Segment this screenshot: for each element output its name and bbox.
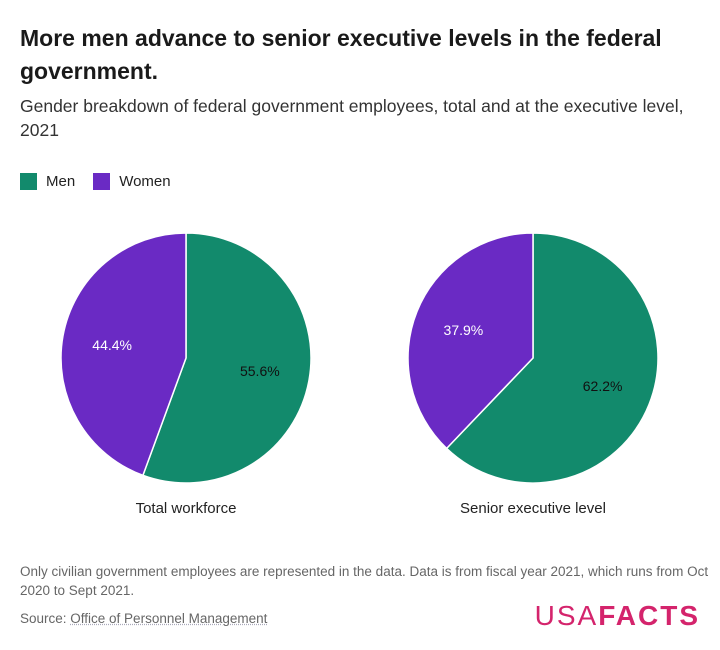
legend-item-men: Men [20, 173, 75, 190]
legend: Men Women [20, 173, 171, 190]
chart-subtitle: Gender breakdown of federal government e… [20, 96, 684, 140]
data-label-men: 55.6% [240, 363, 280, 379]
pie-slice-women [407, 232, 534, 450]
pie-slice-men [445, 232, 659, 484]
pie-slice-men [141, 232, 312, 484]
legend-swatch-men [20, 173, 37, 190]
legend-item-women: Women [93, 173, 171, 190]
source: Source: Office of Personnel Management [20, 611, 267, 626]
legend-label: Men [46, 173, 76, 190]
pie-slice-women [60, 232, 187, 477]
legend-swatch-women [93, 173, 111, 190]
logo-usa: USA [534, 600, 599, 631]
footnote: Only civilian government employees are r… [20, 564, 709, 598]
chart-title: More men advance to senior executive lev… [20, 25, 662, 84]
pie-label-total: Total workforce [135, 500, 237, 517]
logo-facts: FACTS [598, 600, 700, 631]
data-label-women: 37.9% [444, 322, 484, 338]
source-prefix: Source: [20, 611, 71, 626]
pie-label-senior: Senior executive level [460, 500, 606, 517]
usafacts-logo: USAFACTS [535, 600, 700, 632]
source-link[interactable]: Office of Personnel Management [70, 611, 268, 626]
data-label-men: 62.2% [583, 378, 623, 394]
data-label-women: 44.4% [92, 337, 132, 353]
legend-label: Women [119, 173, 171, 190]
